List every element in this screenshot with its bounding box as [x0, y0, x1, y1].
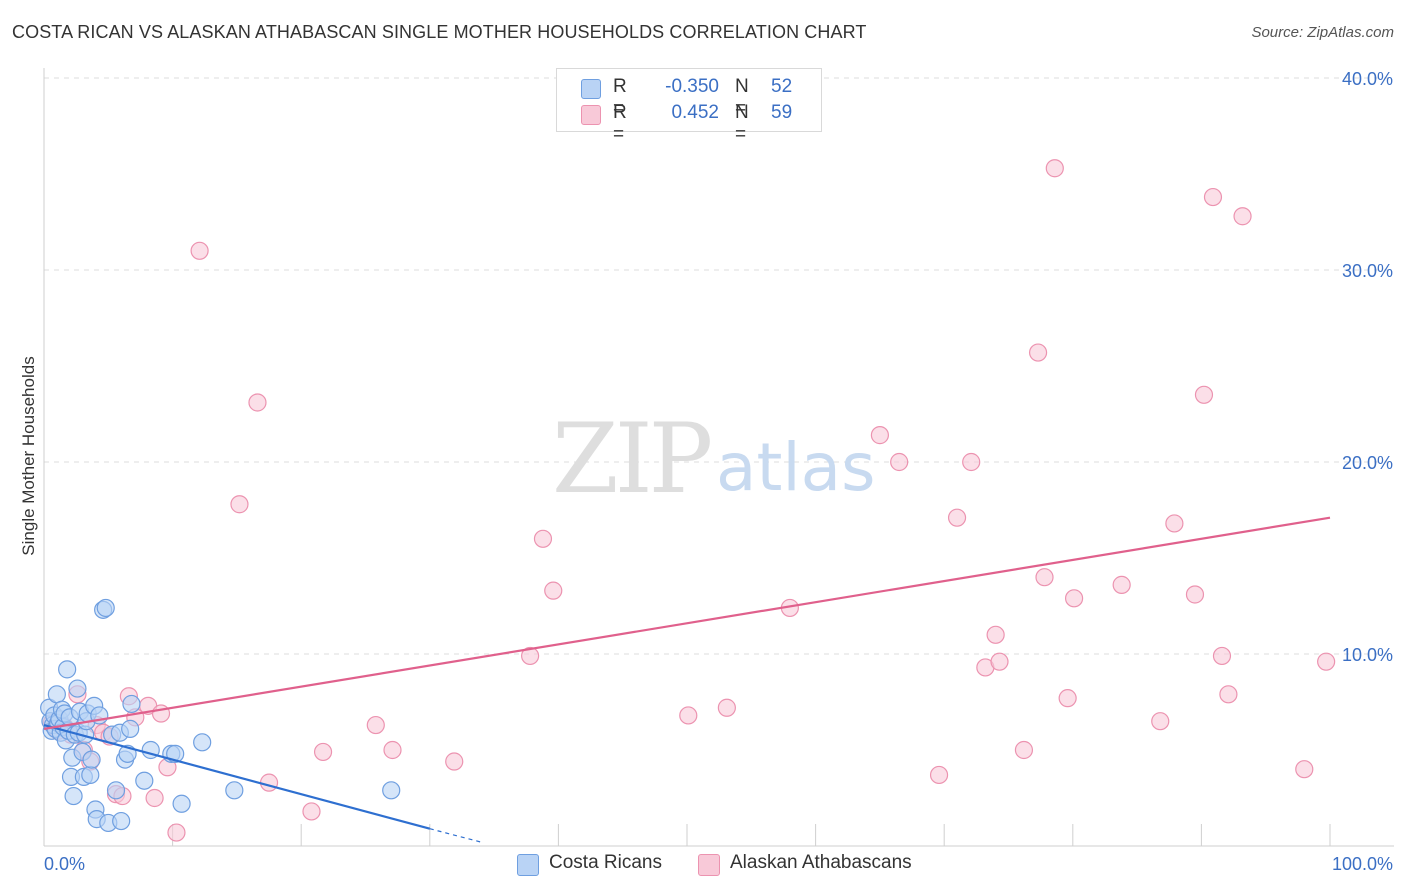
costa-rican-point	[193, 733, 212, 752]
alaskan-athabascan-point	[1203, 187, 1223, 207]
y-tick-label: 30.0%	[1342, 261, 1393, 281]
alaskan-athabascan-point	[1317, 652, 1336, 671]
costa-ricans-trendline-extension	[429, 828, 482, 843]
costa-rican-point	[64, 786, 83, 806]
alaskan-athabascan-point	[1064, 589, 1084, 608]
alaskan-athabascan-point	[990, 652, 1009, 671]
alaskan-athabascan-point	[1151, 712, 1170, 731]
watermark-zip: ZIP	[552, 403, 711, 515]
legend-label: Alaskan Athabascans	[730, 852, 912, 873]
alaskan-athabascan-point	[1212, 646, 1232, 666]
alaskan-athabascan-point	[1185, 585, 1205, 604]
alaskan-athabascan-point	[962, 452, 981, 472]
alaskan-athabascan-point	[445, 752, 464, 771]
series-costa-ricans	[40, 598, 401, 833]
alaskan-athabascan-point	[1035, 568, 1054, 587]
costa-rican-point	[172, 794, 191, 813]
y-tick-label: 10.0%	[1342, 645, 1393, 665]
n-value: 59	[771, 102, 793, 123]
alaskan-athabascan-point	[259, 773, 279, 792]
alaskan-athabascan-point	[1295, 760, 1314, 779]
alaskan-athabascan-point	[248, 393, 267, 412]
alaskan-athabascans-trendline	[43, 516, 1331, 730]
alaskan-athabascan-point	[947, 508, 967, 527]
costa-ricans-trendline	[43, 723, 431, 830]
trendlines	[43, 516, 1331, 843]
alaskan-athabascan-point	[717, 698, 736, 717]
alaskan-athabascan-point	[302, 802, 321, 821]
r-value: -0.350	[665, 76, 719, 97]
costa-rican-point	[81, 765, 100, 785]
alaskan-athabascan-point	[679, 706, 698, 725]
y-tick-label: 20.0%	[1342, 453, 1393, 473]
y-tick-label: 40.0%	[1342, 69, 1393, 89]
alaskan-athabascan-point	[1165, 514, 1184, 533]
alaskan-athabascan-point	[929, 765, 949, 785]
alaskan-athabascan-point	[313, 742, 333, 762]
correlation-stats-box: R = -0.350 N = 52 R = 0.452 N = 59	[556, 68, 822, 145]
x-tick-label: 100.0%	[1332, 854, 1393, 874]
alaskan-athabascan-point	[1233, 207, 1252, 226]
chart-source: Source: ZipAtlas.com	[1251, 24, 1394, 41]
r-value: 0.452	[671, 102, 719, 123]
costa-rican-point	[122, 694, 141, 714]
costa-ricans-swatch	[581, 79, 601, 99]
watermark: ZIP atlas	[552, 403, 876, 515]
n-value: 52	[771, 76, 793, 97]
costa-rican-point	[112, 811, 131, 831]
n-label: N =	[735, 102, 749, 145]
gridlines	[44, 77, 1394, 655]
alaskan-athabascan-point	[521, 646, 540, 666]
alaskan-athabascan-point	[383, 740, 402, 760]
y-axis-title: Single Mother Households	[19, 356, 38, 555]
r-label: R =	[613, 76, 627, 119]
alaskan-athabascan-point	[230, 495, 249, 514]
costa-rican-point	[58, 660, 77, 679]
alaskan-athabascan-point	[870, 426, 890, 445]
alaskan-athabascan-point	[167, 823, 186, 842]
r-label: R =	[613, 102, 627, 145]
costa-rican-point	[68, 679, 87, 698]
alaskan-athabascan-point	[145, 788, 164, 808]
costa-rican-point	[47, 685, 66, 704]
alaskan-athabascan-point	[1058, 689, 1077, 708]
alaskan-athabascans-swatch	[581, 105, 601, 125]
alaskan-athabascan-point	[986, 625, 1005, 644]
alaskan-athabascan-point	[1014, 740, 1034, 760]
costa-rican-point	[135, 771, 154, 790]
n-label: N =	[735, 76, 749, 119]
alaskan-athabascan-point	[1045, 159, 1064, 178]
costa-rican-point	[225, 781, 244, 800]
alaskan-athabascans-legend-swatch	[698, 854, 720, 876]
costa-rican-point	[382, 781, 401, 800]
alaskan-athabascan-point	[366, 715, 385, 735]
watermark-atlas: atlas	[716, 429, 876, 506]
tick-labels: 10.0% 20.0% 30.0% 40.0% 0.0% 100.0%	[44, 69, 1393, 874]
alaskan-athabascan-point	[544, 581, 563, 600]
axes	[43, 68, 1394, 847]
costa-rican-point	[82, 750, 101, 769]
chart-title: COSTA RICAN VS ALASKAN ATHABASCAN SINGLE…	[12, 22, 867, 42]
costa-rican-point	[106, 781, 126, 800]
alaskan-athabascan-point	[533, 529, 553, 548]
alaskan-athabascan-point	[1028, 343, 1048, 362]
legend-label: Costa Ricans	[549, 852, 662, 873]
alaskan-athabascan-point	[890, 452, 909, 472]
alaskan-athabascan-point	[1194, 385, 1214, 404]
x-tick-label: 0.0%	[44, 854, 85, 874]
alaskan-athabascan-point	[1112, 575, 1131, 594]
costa-ricans-legend-swatch	[517, 854, 539, 876]
alaskan-athabascan-point	[1219, 685, 1238, 704]
costa-rican-point	[121, 719, 140, 738]
costa-rican-point	[96, 598, 115, 618]
alaskan-athabascan-point	[190, 241, 209, 260]
